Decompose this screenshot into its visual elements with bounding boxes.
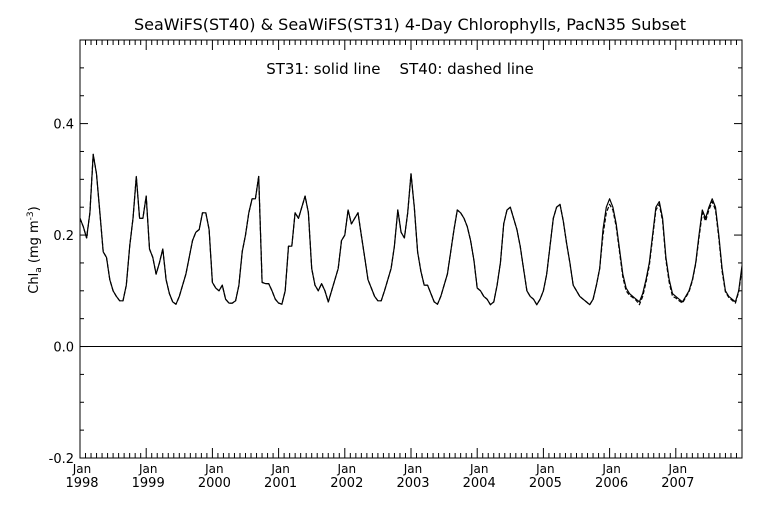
x-tick-month-label: Jan xyxy=(337,462,357,476)
x-tick-year-label: 2005 xyxy=(529,476,562,491)
x-tick-year-label: 2004 xyxy=(463,476,496,491)
x-tick-year-label: 2002 xyxy=(330,476,363,491)
x-tick-month-label: Jan xyxy=(138,462,158,476)
y-axis-label-subscript: a xyxy=(34,267,44,273)
y-tick-label: 0.2 xyxy=(53,229,74,244)
chart-annotation: ST31: solid line ST40: dashed line xyxy=(266,60,534,78)
plot-area-frame xyxy=(79,39,743,459)
x-tick-year-label: 2007 xyxy=(661,476,694,491)
x-tick-month-label: Jan xyxy=(403,462,423,476)
axes-layer: -0.20.00.20.4Jan1998Jan1999Jan2000Jan200… xyxy=(49,40,743,491)
y-tick-label: -0.2 xyxy=(49,452,74,467)
x-tick-month-label: Jan xyxy=(469,462,489,476)
series-layer xyxy=(79,153,743,306)
y-axis-label-main: Chl xyxy=(27,273,42,294)
x-tick-month-label: Jan xyxy=(204,462,224,476)
x-tick-year-label: 1999 xyxy=(132,476,165,491)
x-tick-month-label: Jan xyxy=(270,462,290,476)
y-tick-label: 0.0 xyxy=(53,341,74,356)
y-tick-label: 0.4 xyxy=(53,118,74,133)
y-axis-label: Chla (mg m-3) xyxy=(26,206,44,293)
y-axis-label-unit: (mg m xyxy=(27,220,42,267)
x-tick-month-label: Jan xyxy=(668,462,688,476)
x-tick-month-label: Jan xyxy=(535,462,555,476)
x-tick-month-label: Jan xyxy=(72,462,92,476)
chart-title: SeaWiFS(ST40) & SeaWiFS(ST31) 4-Day Chlo… xyxy=(134,15,686,34)
x-tick-year-label: 2001 xyxy=(264,476,297,491)
x-tick-year-label: 2003 xyxy=(396,476,429,491)
x-tick-year-label: 2006 xyxy=(595,476,628,491)
y-axis-label-unit-superscript: -3 xyxy=(26,211,36,220)
series-line-st31 xyxy=(79,153,743,306)
x-tick-month-label: Jan xyxy=(601,462,621,476)
x-tick-year-label: 1998 xyxy=(65,476,98,491)
x-tick-year-label: 2000 xyxy=(198,476,231,491)
y-axis-label-unit-close: ) xyxy=(27,206,42,211)
